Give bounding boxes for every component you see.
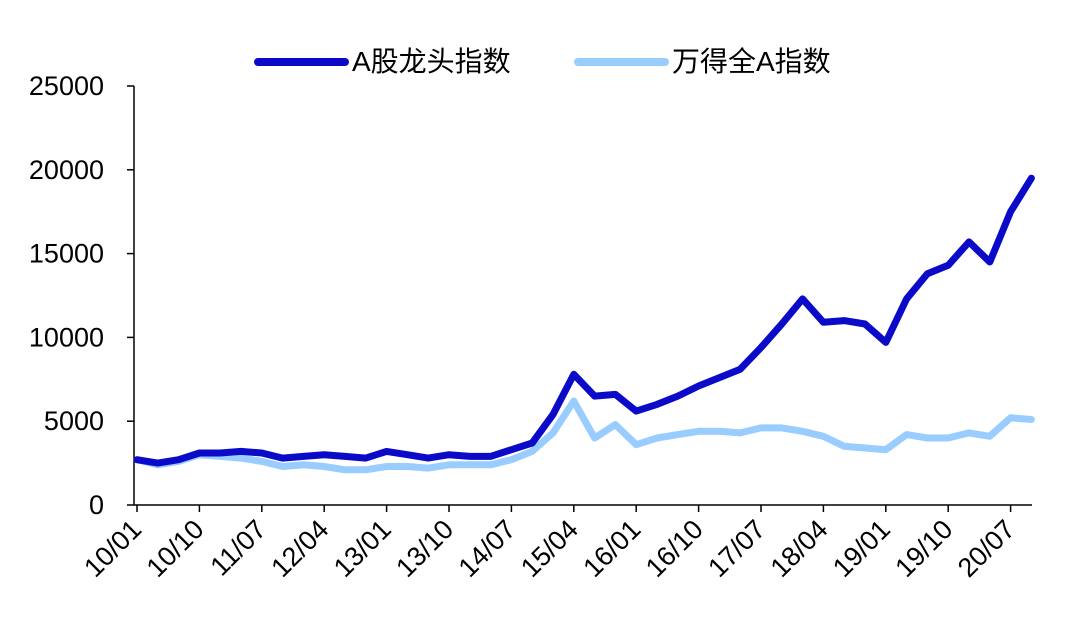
y-ticks: 0 5000 10000 15000 20000 25000	[29, 71, 134, 520]
x-tick-label: 10/01	[78, 514, 147, 583]
x-tick-label: 16/10	[640, 514, 709, 583]
x-tick-label: 11/07	[204, 514, 272, 582]
legend-label-wind-all-a: 万得全A指数	[672, 46, 831, 77]
x-ticks: 10/0110/1011/0712/0413/0113/1014/0715/04…	[78, 505, 1021, 583]
x-tick-label: 17/07	[702, 514, 771, 583]
legend-label-a-share-leaders: A股龙头指数	[352, 46, 511, 77]
y-tick-label: 0	[89, 490, 104, 520]
x-tick-label: 12/04	[265, 514, 334, 583]
x-tick-label: 15/04	[515, 514, 584, 583]
x-tick-label: 14/07	[453, 514, 522, 583]
x-tick-label: 18/04	[765, 514, 834, 583]
x-tick-label: 10/10	[141, 514, 210, 583]
legend: A股龙头指数 万得全A指数	[254, 46, 831, 77]
y-tick-label: 10000	[29, 322, 104, 352]
x-tick-label: 20/07	[952, 514, 1021, 583]
y-tick-label: 15000	[29, 239, 104, 269]
x-tick-label: 19/01	[827, 514, 896, 583]
x-tick-label: 13/01	[328, 514, 397, 583]
series-line-wind-all-a	[133, 397, 1035, 474]
x-tick-label: 19/10	[889, 514, 958, 583]
plot-area	[133, 174, 1035, 474]
x-tick-label: 16/01	[577, 514, 646, 583]
series-line-a-share-leaders	[133, 174, 1035, 467]
y-tick-label: 25000	[29, 71, 104, 101]
y-tick-label: 20000	[29, 155, 104, 185]
y-tick-label: 5000	[44, 406, 104, 436]
x-tick-label: 13/10	[390, 514, 459, 583]
axes	[133, 86, 1032, 506]
